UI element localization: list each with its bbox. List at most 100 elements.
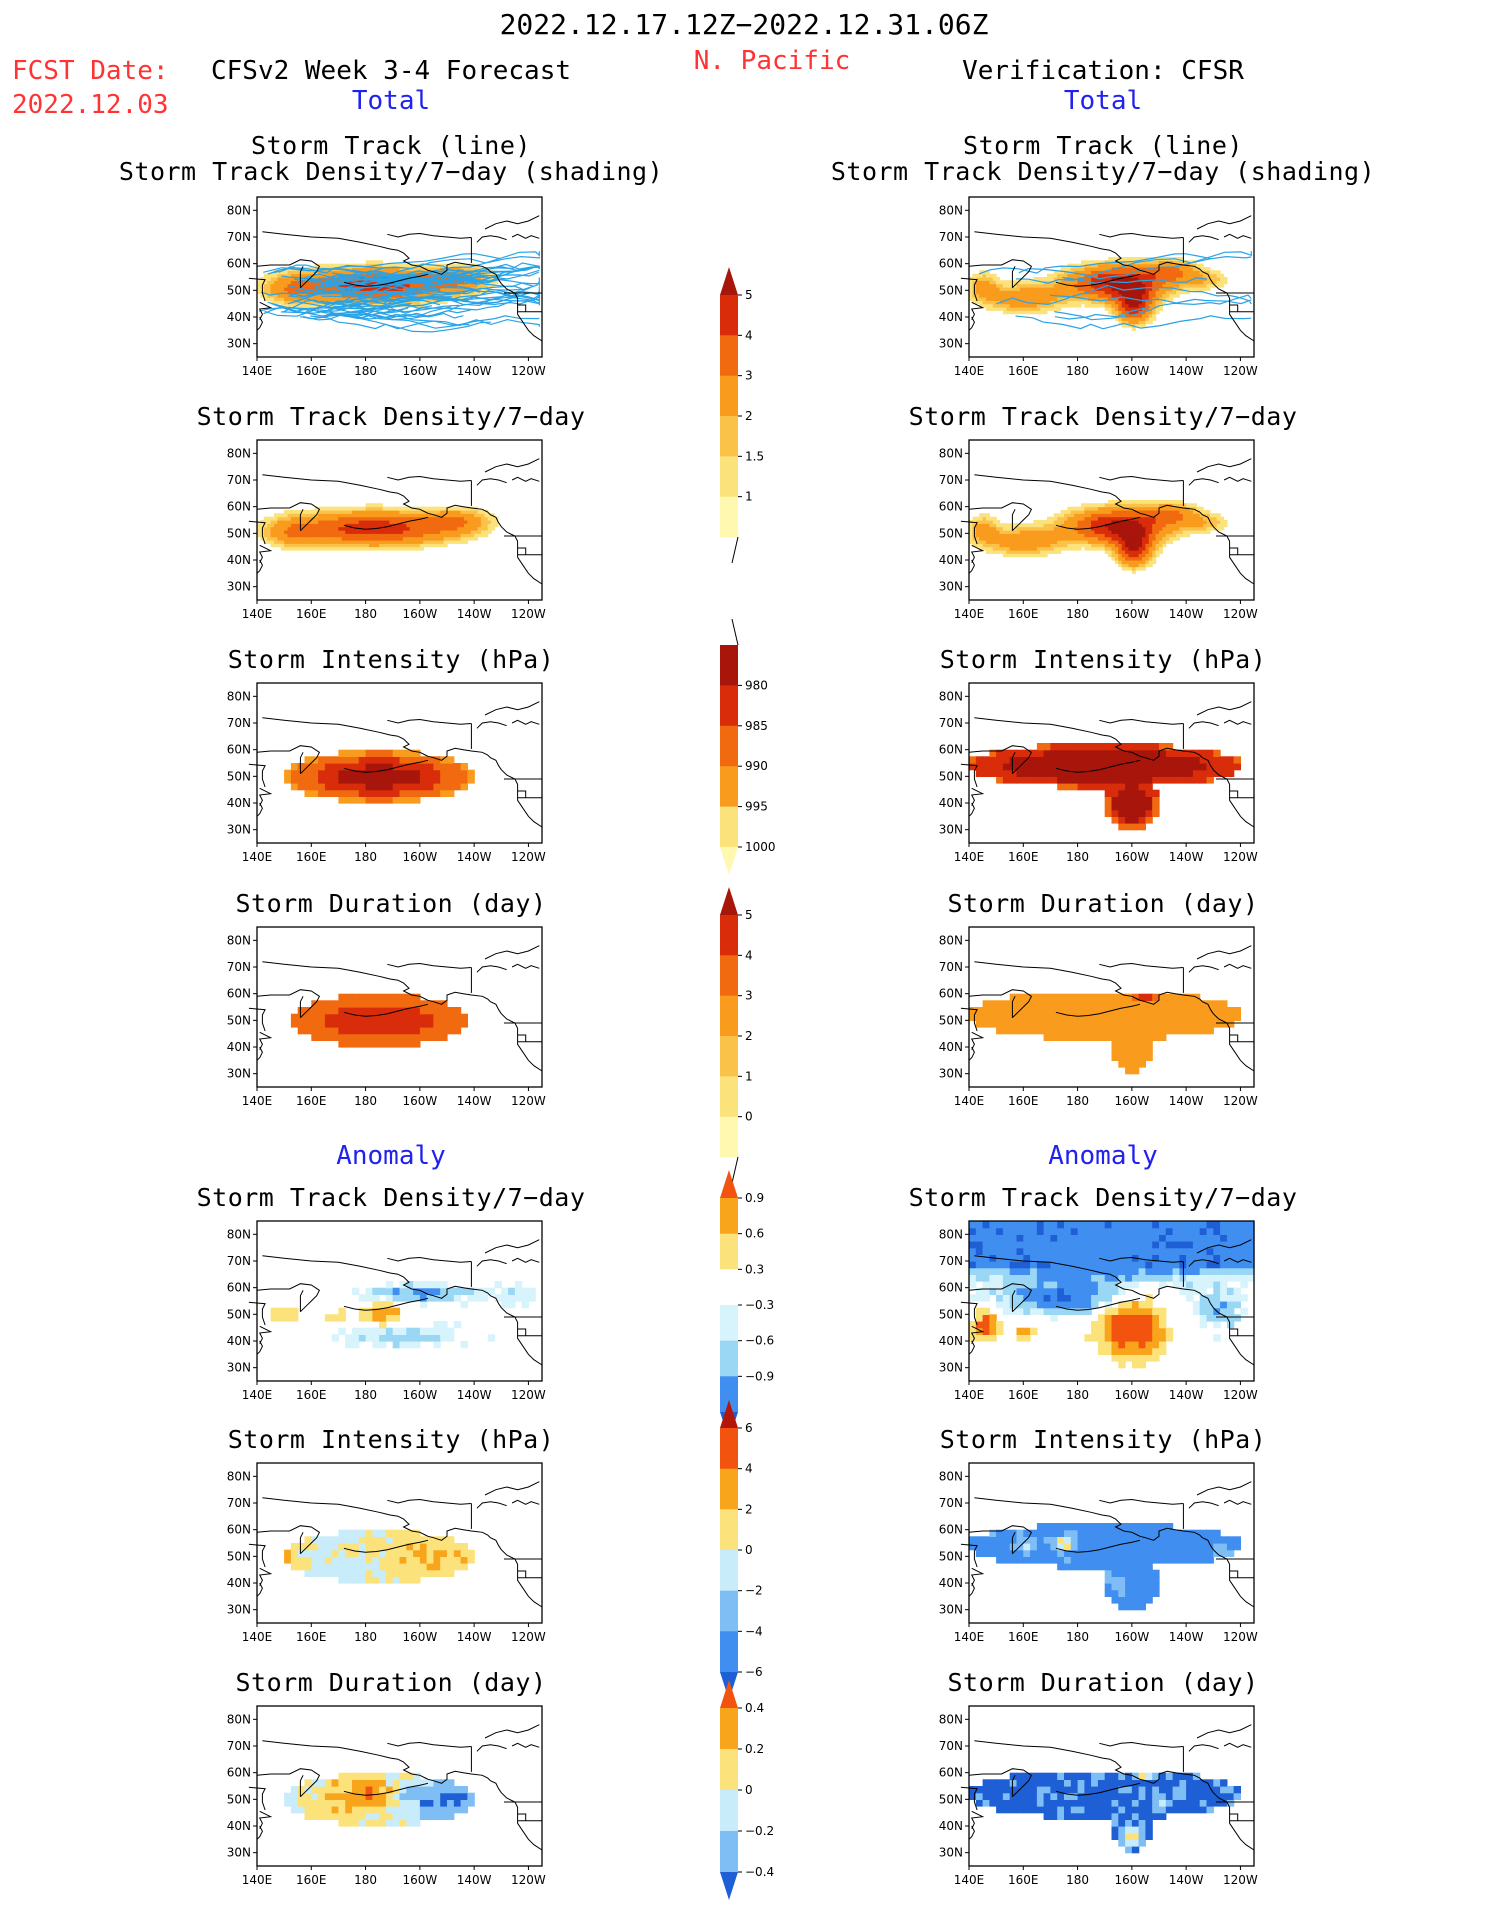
- heatmap-cell: [358, 769, 367, 777]
- heatmap-cell: [1152, 303, 1157, 308]
- heatmap-cell: [1043, 287, 1048, 291]
- heatmap-cell: [467, 536, 472, 541]
- heatmap-cell: [1094, 280, 1099, 285]
- heatmap-cell: [1206, 520, 1211, 524]
- heatmap-cell: [1148, 513, 1153, 518]
- heatmap-cell: [1142, 506, 1146, 511]
- heatmap-cell: [1145, 523, 1150, 528]
- heatmap-cell: [324, 1020, 333, 1028]
- heatmap-cell: [1040, 310, 1045, 315]
- x-tick-label: 140E: [242, 850, 273, 864]
- heatmap-cell: [1077, 287, 1082, 291]
- heatmap-cell: [1084, 783, 1092, 791]
- coastline: [1055, 273, 1141, 287]
- heatmap-cell: [989, 550, 994, 554]
- heatmap-cell: [1223, 280, 1228, 285]
- heatmap-cell: [1026, 293, 1031, 298]
- heatmap-cell: [1192, 513, 1197, 518]
- heatmap-cell: [345, 510, 350, 514]
- heatmap-cell: [982, 1007, 990, 1015]
- heatmap-cell: [453, 520, 458, 524]
- heatmap-cell: [358, 536, 363, 541]
- heatmap-cell: [1189, 510, 1194, 514]
- heatmap-cell: [358, 510, 363, 514]
- heatmap-cell: [379, 540, 384, 544]
- heatmap-cell: [1220, 277, 1225, 281]
- heatmap-cell: [457, 533, 462, 538]
- heatmap-cell: [982, 1020, 990, 1028]
- heatmap-cell: [1159, 1013, 1167, 1021]
- heatmap-cell: [1108, 543, 1113, 548]
- heatmap-cell: [1097, 743, 1106, 751]
- heatmap-cell: [352, 789, 360, 797]
- heatmap-cell: [307, 516, 312, 521]
- heatmap-cell: [1206, 277, 1211, 281]
- heatmap-cell: [1148, 500, 1153, 504]
- heatmap-cell: [345, 523, 350, 528]
- heatmap-cell: [1125, 1067, 1133, 1075]
- fcst-date-value: 2022.12.03: [12, 90, 169, 120]
- heatmap-cell: [996, 307, 1001, 311]
- heatmap-cell: [433, 280, 438, 285]
- heatmap-cell: [487, 1334, 496, 1342]
- heatmap-cell: [392, 546, 397, 551]
- heatmap-cell: [464, 510, 468, 514]
- heatmap-cell: [1002, 763, 1011, 771]
- heatmap-cell: [1192, 1007, 1201, 1015]
- heatmap-cell: [1108, 277, 1113, 281]
- heatmap-cell: [450, 523, 455, 528]
- heatmap-cell: [453, 1013, 462, 1021]
- heatmap-cell: [1108, 503, 1113, 508]
- heatmap-cell: [274, 283, 278, 288]
- heatmap-cell: [277, 516, 282, 521]
- heatmap-cell: [399, 523, 404, 528]
- coastline: [960, 763, 978, 788]
- heatmap-cell: [494, 523, 499, 528]
- heatmap-cell: [413, 783, 421, 791]
- heatmap-cell: [297, 533, 302, 538]
- heatmap-cell: [280, 297, 285, 301]
- y-tick-label: 50N: [939, 526, 963, 540]
- heatmap-cell: [399, 776, 407, 784]
- heatmap-cell: [1101, 277, 1106, 281]
- y-tick-label: 50N: [227, 526, 251, 540]
- heatmap-cell: [1159, 510, 1163, 514]
- heatmap-cell: [1145, 273, 1150, 278]
- heatmap-cell: [1013, 536, 1018, 541]
- heatmap-cell: [514, 1281, 523, 1289]
- heatmap-cell: [1216, 280, 1221, 285]
- heatmap-cell: [426, 1281, 434, 1289]
- heatmap-cell: [426, 510, 431, 514]
- heatmap-cell: [372, 1307, 380, 1315]
- heatmap-cell: [406, 1020, 414, 1028]
- heatmap-cell: [1138, 320, 1143, 325]
- heatmap-cell: [1182, 267, 1187, 271]
- heatmap-cell: [436, 300, 441, 305]
- heatmap-cell: [426, 543, 431, 548]
- heatmap-cell: [999, 533, 1004, 538]
- heatmap-cell: [399, 783, 407, 791]
- heatmap-cell: [1125, 516, 1130, 521]
- heatmap-cell: [480, 533, 485, 538]
- heatmap-cell: [358, 1013, 367, 1021]
- storm-track: [1018, 255, 1252, 280]
- heatmap-cell: [1033, 543, 1038, 548]
- heatmap-cell: [280, 270, 285, 275]
- heatmap-cell: [399, 1007, 407, 1015]
- heatmap-cell: [284, 776, 292, 784]
- heatmap-cell: [969, 756, 977, 764]
- heatmap-cell: [304, 789, 312, 797]
- heatmap-cell: [260, 520, 265, 524]
- heatmap-cell: [1067, 300, 1072, 305]
- heatmap-cell: [389, 526, 394, 531]
- heatmap-cell: [270, 283, 275, 288]
- heatmap-cell: [294, 513, 299, 518]
- heatmap-cell: [274, 543, 278, 548]
- heatmap-cell: [460, 280, 465, 285]
- heatmap-cell: [1142, 513, 1146, 518]
- heatmap-cell: [453, 533, 458, 538]
- heatmap-cell: [345, 543, 350, 548]
- heatmap-cell: [426, 1327, 434, 1335]
- heatmap-cell: [1196, 516, 1201, 521]
